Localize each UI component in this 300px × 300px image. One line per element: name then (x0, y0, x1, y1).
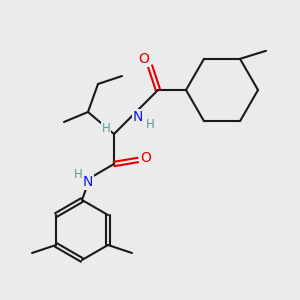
Text: H: H (102, 122, 110, 136)
Text: N: N (83, 175, 93, 189)
Text: O: O (141, 151, 152, 165)
Text: H: H (74, 167, 82, 181)
Text: N: N (133, 110, 143, 124)
Text: O: O (139, 52, 149, 66)
Text: H: H (146, 118, 154, 131)
